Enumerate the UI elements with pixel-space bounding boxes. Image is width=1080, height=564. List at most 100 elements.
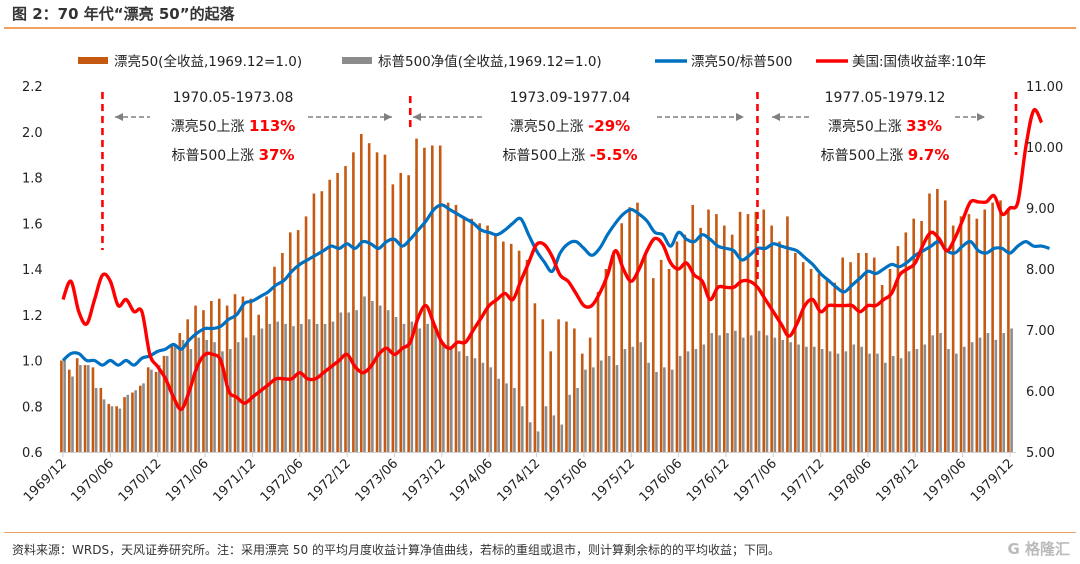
bar-sp500 bbox=[205, 339, 208, 452]
bar-sp500 bbox=[158, 365, 161, 452]
x-tick-label: 1978/06 bbox=[826, 456, 875, 505]
annotation-sp500-change: 标普500上涨 9.7% bbox=[821, 146, 950, 164]
bar-sp500 bbox=[473, 358, 477, 452]
bar-sp500 bbox=[221, 351, 224, 452]
bar-sp500 bbox=[307, 319, 311, 452]
bar-pretty50 bbox=[399, 172, 403, 453]
bar-pretty50 bbox=[328, 179, 332, 452]
bar-sp500 bbox=[134, 390, 137, 452]
bar-sp500 bbox=[726, 333, 729, 452]
x-tick-label: 1975/06 bbox=[542, 456, 591, 505]
bar-pretty50 bbox=[620, 223, 624, 452]
bar-sp500 bbox=[639, 342, 642, 452]
x-tick-label: 1973/12 bbox=[400, 456, 449, 505]
bar-sp500 bbox=[1002, 333, 1006, 452]
bar-sp500 bbox=[1010, 328, 1013, 452]
bar-pretty50 bbox=[288, 232, 292, 452]
bar-pretty50 bbox=[541, 319, 545, 452]
x-tick-label: 1976/12 bbox=[684, 456, 733, 505]
x-tick-label: 1976/06 bbox=[637, 456, 686, 505]
bar-pretty50 bbox=[249, 298, 253, 452]
bar-sp500 bbox=[931, 335, 934, 452]
bar-pretty50 bbox=[912, 218, 915, 452]
bar-sp500 bbox=[229, 349, 232, 452]
bar-sp500 bbox=[347, 312, 350, 452]
y-left-tick-label: 1.4 bbox=[22, 263, 43, 278]
bar-pretty50 bbox=[178, 333, 182, 452]
bar-pretty50 bbox=[801, 262, 805, 452]
title-divider bbox=[4, 27, 1076, 29]
x-tick-label: 1970/12 bbox=[116, 456, 165, 505]
arrow-head-icon bbox=[772, 113, 780, 121]
bar-pretty50 bbox=[123, 397, 126, 452]
y-right-tick-label: 10.00 bbox=[1026, 141, 1063, 156]
bar-pretty50 bbox=[533, 303, 537, 452]
bar-sp500 bbox=[765, 335, 769, 452]
bar-sp500 bbox=[339, 312, 343, 452]
bar-sp500 bbox=[426, 323, 429, 452]
bar-pretty50 bbox=[936, 188, 939, 452]
bar-pretty50 bbox=[509, 243, 513, 452]
bar-pretty50 bbox=[478, 223, 481, 452]
bar-pretty50 bbox=[352, 152, 355, 452]
bar-sp500 bbox=[63, 360, 66, 452]
x-tick-label: 1975/12 bbox=[589, 456, 638, 505]
bar-sp500 bbox=[757, 330, 761, 452]
bar-pretty50 bbox=[170, 344, 174, 452]
bar-sp500 bbox=[868, 353, 871, 452]
bar-sp500 bbox=[181, 339, 185, 452]
bar-sp500 bbox=[315, 323, 319, 452]
bar-sp500 bbox=[852, 344, 856, 452]
bar-sp500 bbox=[489, 367, 493, 452]
bar-pretty50 bbox=[233, 294, 237, 452]
bar-sp500 bbox=[331, 321, 335, 452]
bar-sp500 bbox=[907, 351, 911, 452]
bar-pretty50 bbox=[107, 403, 111, 452]
bar-sp500 bbox=[947, 349, 950, 452]
bar-pretty50 bbox=[525, 259, 529, 452]
bar-pretty50 bbox=[683, 234, 687, 452]
bar-sp500 bbox=[734, 330, 737, 452]
bar-sp500 bbox=[670, 369, 674, 452]
bar-pretty50 bbox=[580, 353, 584, 452]
bar-pretty50 bbox=[60, 360, 63, 452]
bar-pretty50 bbox=[67, 369, 71, 452]
bar-sp500 bbox=[150, 369, 153, 452]
bar-pretty50 bbox=[517, 250, 521, 452]
arrow-head-icon bbox=[736, 113, 744, 121]
bar-sp500 bbox=[544, 406, 548, 452]
bar-pretty50 bbox=[644, 255, 647, 452]
line-treasury-yield bbox=[61, 107, 1044, 412]
bar-pretty50 bbox=[809, 269, 813, 452]
bar-sp500 bbox=[994, 339, 998, 452]
bar-sp500 bbox=[110, 406, 114, 452]
bar-pretty50 bbox=[115, 406, 118, 452]
bar-pretty50 bbox=[438, 145, 442, 452]
bar-pretty50 bbox=[991, 202, 994, 452]
y-right-tick-label: 8.00 bbox=[1026, 263, 1055, 278]
bar-sp500 bbox=[978, 337, 982, 452]
watermark-logo: G 格隆汇 bbox=[1007, 540, 1070, 558]
bar-sp500 bbox=[197, 337, 201, 452]
bar-pretty50 bbox=[194, 305, 197, 452]
y-left-tick-label: 0.8 bbox=[22, 400, 43, 415]
bar-pretty50 bbox=[486, 225, 489, 452]
bar-sp500 bbox=[118, 408, 122, 452]
bar-pretty50 bbox=[202, 310, 205, 452]
source-note: 资料来源：WRDS，天风证券研究所。注：采用漂亮 50 的平均月度收益计算净值曲… bbox=[12, 543, 780, 557]
bar-sp500 bbox=[678, 355, 682, 452]
bar-sp500 bbox=[552, 415, 556, 452]
bar-sp500 bbox=[165, 355, 169, 452]
bar-pretty50 bbox=[746, 214, 750, 452]
legend-swatch bbox=[342, 57, 372, 64]
bar-pretty50 bbox=[217, 298, 221, 452]
x-tick-label: 1974/12 bbox=[495, 456, 544, 505]
bar-pretty50 bbox=[304, 216, 308, 452]
bar-sp500 bbox=[884, 362, 887, 452]
bar-sp500 bbox=[797, 344, 800, 452]
bar-pretty50 bbox=[99, 387, 103, 452]
bar-pretty50 bbox=[999, 200, 1002, 452]
bar-pretty50 bbox=[872, 257, 876, 452]
bar-pretty50 bbox=[794, 252, 797, 452]
bar-pretty50 bbox=[565, 321, 568, 452]
